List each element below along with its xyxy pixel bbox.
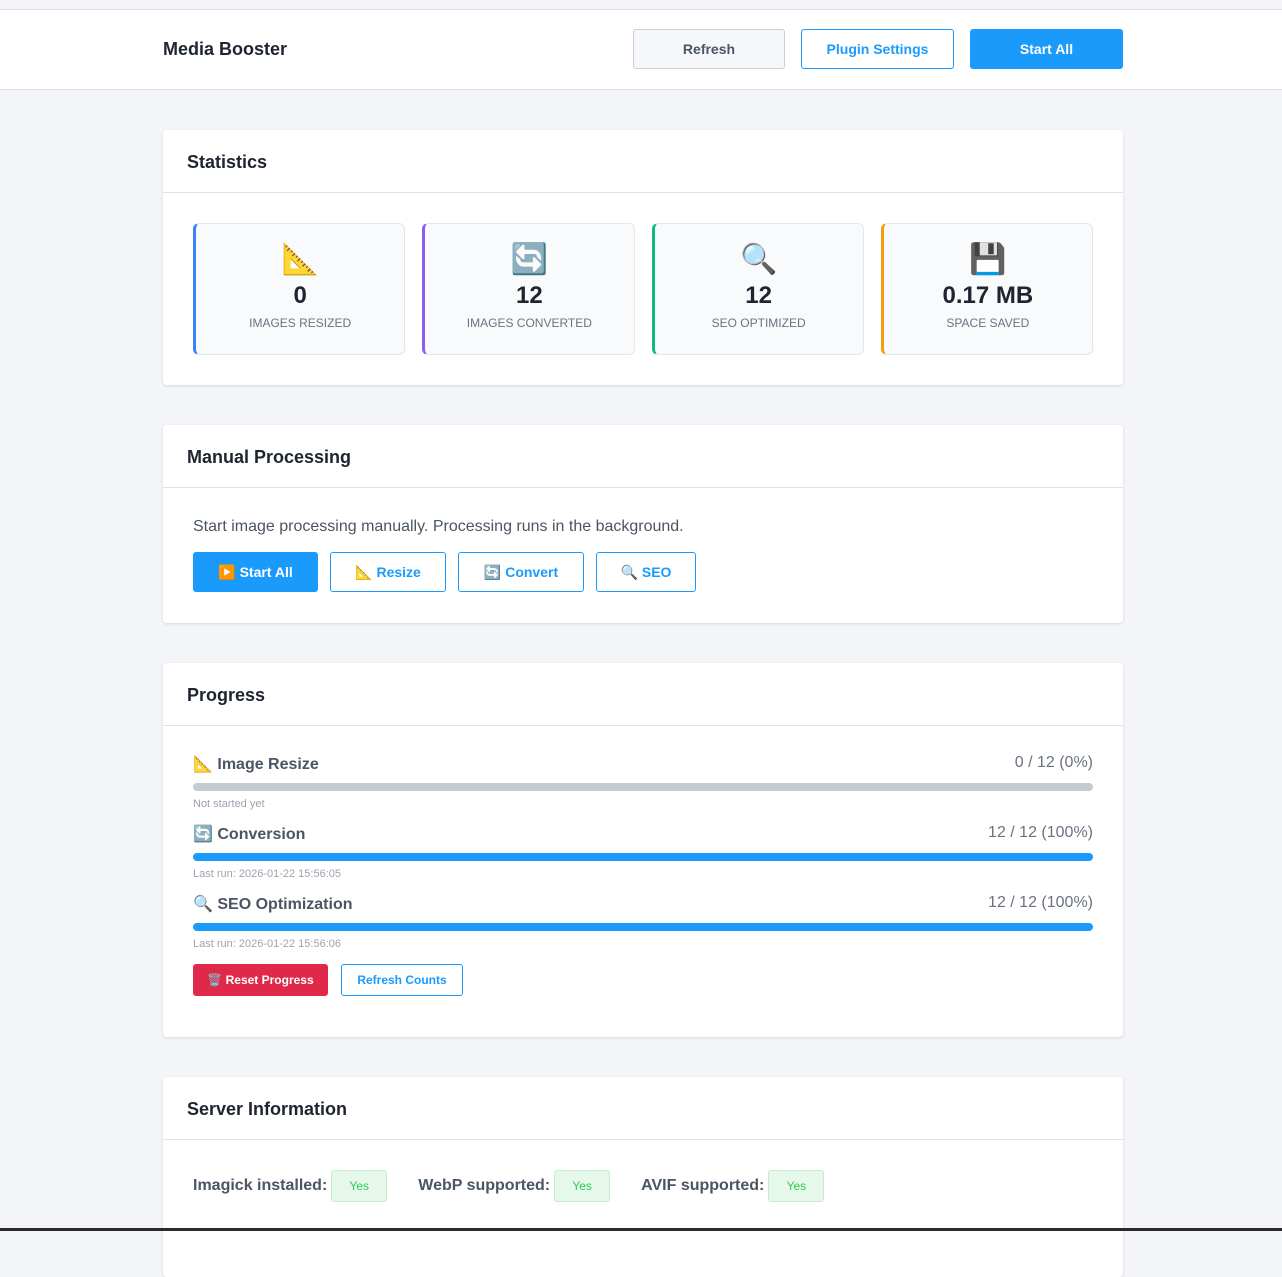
- triangular-ruler-icon: 📐: [281, 243, 319, 276]
- progress-item: 🔄 Conversion 12 / 12 (100%) Last run: 20…: [193, 824, 1093, 880]
- stat-card: 📐 0 Images Resized: [193, 223, 406, 355]
- status-badge: Yes: [554, 1170, 611, 1202]
- progress-item: 📐 Image Resize 0 / 12 (0%) Not started y…: [193, 754, 1093, 810]
- start-all-header-button[interactable]: Start All: [970, 29, 1123, 69]
- progress-bar: [193, 923, 1093, 931]
- progress-title: Progress: [163, 663, 1123, 726]
- app-header: Media Booster Refresh Plugin Settings St…: [0, 10, 1282, 90]
- progress-card: Progress 📐 Image Resize 0 / 12 (0%) Not …: [163, 663, 1123, 1037]
- start-all-button[interactable]: ▶️ Start All: [193, 552, 318, 592]
- progress-count: 12 / 12 (100%): [988, 824, 1093, 841]
- server-info-label: Imagick installed:: [193, 1177, 328, 1194]
- bottom-border: [0, 1228, 1282, 1231]
- server-information-title: Server Information: [163, 1077, 1123, 1140]
- server-information-card: Server Information Imagick installed: Yes…: [163, 1077, 1123, 1277]
- progress-bar: [193, 783, 1093, 791]
- seo-button[interactable]: 🔍 SEO: [596, 552, 696, 592]
- progress-bar: [193, 853, 1093, 861]
- stat-card: 🔄 12 Images Converted: [422, 223, 635, 355]
- progress-item: 🔍 SEO Optimization 12 / 12 (100%) Last r…: [193, 894, 1093, 950]
- status-badge: Yes: [768, 1170, 825, 1202]
- manual-description: Start image processing manually. Process…: [193, 518, 684, 535]
- stat-value: 0.17 MB: [942, 282, 1034, 309]
- server-info-label: AVIF supported:: [641, 1177, 765, 1194]
- magnifier-icon: 🔍: [739, 243, 778, 276]
- progress-name: 📐 Image Resize: [193, 756, 319, 773]
- progress-count: 12 / 12 (100%): [988, 894, 1093, 911]
- progress-note: Last run: 2026-01-22 15:56:06: [193, 938, 342, 950]
- stat-value: 12: [516, 282, 543, 309]
- stat-card: 💾 0.17 MB Space Saved: [880, 223, 1093, 355]
- convert-button[interactable]: 🔄 Convert: [458, 552, 584, 592]
- statistics-card: Statistics 📐 0 Images Resized 🔄 12 Image…: [163, 130, 1123, 385]
- refresh-button[interactable]: Refresh: [633, 29, 785, 69]
- progress-fill: [193, 853, 1093, 861]
- statistics-title: Statistics: [163, 130, 1123, 193]
- stat-value: 12: [745, 282, 772, 309]
- stat-label: Space Saved: [946, 316, 1030, 330]
- progress-count: 0 / 12 (0%): [1014, 754, 1093, 771]
- refresh-counts-button[interactable]: Refresh Counts: [341, 964, 463, 996]
- progress-note: Last run: 2026-01-22 15:56:05: [193, 868, 342, 880]
- stat-value: 0: [293, 282, 307, 309]
- reset-progress-button[interactable]: 🗑️ Reset Progress: [193, 964, 328, 996]
- stat-label: Images Converted: [466, 316, 592, 330]
- progress-name: 🔄 Conversion: [193, 826, 306, 843]
- progress-fill: [193, 923, 1093, 931]
- arrows-cycle-icon: 🔄: [510, 243, 549, 276]
- stat-card: 🔍 12 SEO Optimized: [651, 223, 864, 355]
- stat-label: Images Resized: [249, 316, 352, 330]
- app-title: Media Booster: [163, 39, 288, 59]
- manual-processing-card: Manual Processing Start image processing…: [163, 425, 1123, 623]
- manual-processing-title: Manual Processing: [163, 425, 1123, 488]
- plugin-settings-button[interactable]: Plugin Settings: [801, 29, 954, 69]
- stat-label: SEO Optimized: [711, 316, 806, 330]
- floppy-disk-icon: 💾: [969, 243, 1007, 276]
- progress-name: 🔍 SEO Optimization: [193, 896, 353, 913]
- resize-button[interactable]: 📐 Resize: [330, 552, 446, 592]
- status-badge: Yes: [331, 1170, 388, 1202]
- progress-note: Not started yet: [193, 798, 265, 810]
- top-border: [0, 0, 1282, 10]
- server-info-label: WebP supported:: [418, 1177, 551, 1194]
